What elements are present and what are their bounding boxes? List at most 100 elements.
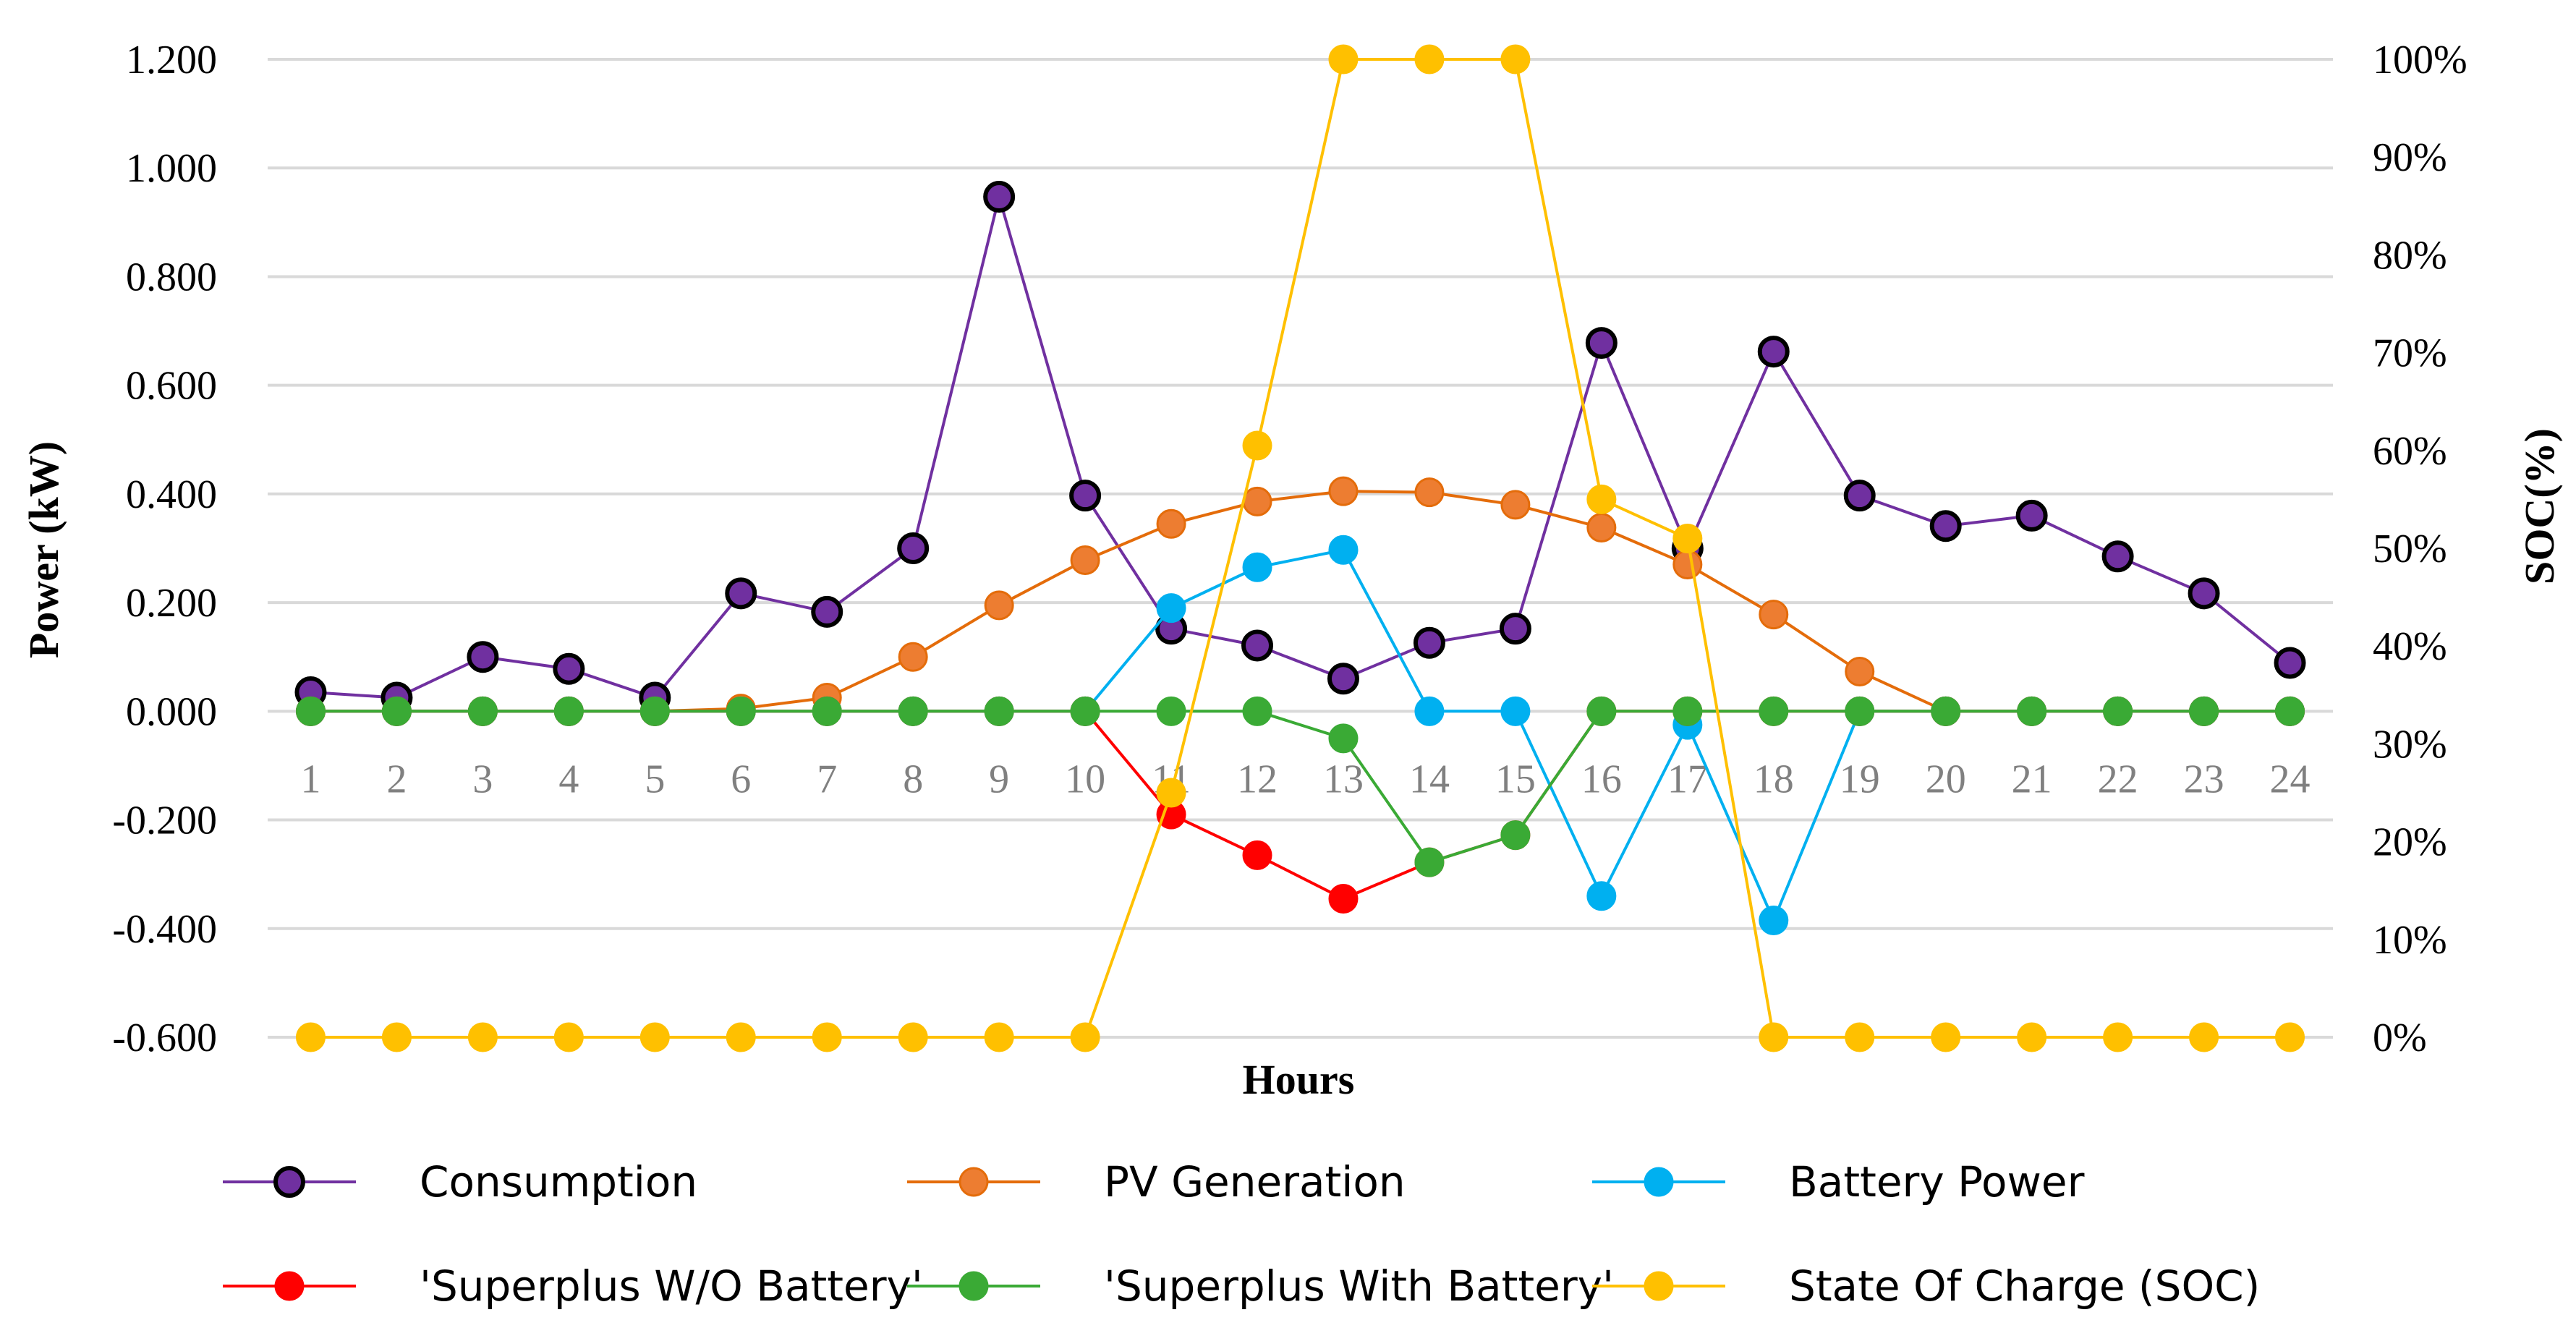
data-point: [812, 696, 842, 726]
y-tick-label: 0.800: [126, 255, 217, 299]
data-point: [2017, 1022, 2047, 1052]
data-point: [1414, 477, 1445, 508]
x-tick-label: 21: [2012, 757, 2052, 801]
data-point: [1586, 512, 1617, 542]
data-point: [1241, 629, 1274, 662]
legend-item: Battery Power: [1592, 1157, 2085, 1206]
y-tick-label: 0.000: [126, 689, 217, 734]
data-point: [2274, 647, 2306, 679]
data-point: [2275, 696, 2305, 726]
data-point: [2017, 696, 2047, 726]
data-point: [2101, 540, 2134, 573]
series-2: [295, 535, 2305, 936]
data-point: [2103, 696, 2133, 726]
legend-marker: [1644, 1271, 1674, 1301]
y2-axis-title: SOC(%): [2516, 428, 2563, 584]
y2-tick-label: 40%: [2373, 624, 2447, 669]
y-tick-label: -0.600: [112, 1016, 217, 1060]
series-layer: [294, 44, 2306, 1052]
x-tick-label: 10: [1065, 757, 1105, 801]
data-point: [639, 696, 670, 726]
data-point: [1931, 1022, 1961, 1052]
x-tick-label: 14: [1409, 757, 1450, 801]
x-tick-label: 22: [2098, 757, 2138, 801]
y2-tick-label: 100%: [2373, 38, 2467, 82]
y-tick-label: 0.200: [126, 581, 217, 626]
x-tick-label: 13: [1323, 757, 1364, 801]
data-point: [1328, 723, 1359, 754]
data-point: [1931, 696, 1961, 726]
data-point: [1070, 1022, 1100, 1052]
legend-label: 'Superplus With Battery': [1104, 1261, 1614, 1311]
data-point: [1328, 883, 1359, 914]
data-point: [1585, 327, 1618, 359]
data-point: [1929, 510, 1962, 542]
data-point: [1759, 600, 1789, 630]
legend-marker: [1644, 1167, 1674, 1197]
legend-marker: [958, 1271, 989, 1301]
data-point: [2189, 1022, 2219, 1052]
x-tick-label: 1: [300, 757, 320, 801]
legend-marker: [274, 1271, 305, 1301]
x-tick-label: 17: [1667, 757, 1708, 801]
x-tick-label: 23: [2184, 757, 2224, 801]
data-point: [1242, 430, 1272, 461]
data-point: [726, 696, 756, 726]
data-point: [2188, 577, 2220, 610]
data-point: [725, 577, 757, 610]
data-point: [467, 641, 499, 673]
y-tick-label: 1.200: [126, 38, 217, 82]
data-point: [984, 696, 1014, 726]
y2-tick-label: 20%: [2373, 820, 2447, 865]
data-point: [984, 1022, 1014, 1052]
legend-marker: [273, 1166, 305, 1198]
x-tick-label: 9: [989, 757, 1009, 801]
data-point: [381, 1022, 412, 1052]
data-point: [726, 1022, 756, 1052]
series-line: [310, 710, 2290, 864]
legend: Consumption PV Generation Battery Power 'Su…: [223, 1157, 2260, 1311]
y-axis-right: 0% 10% 20% 30% 40% 50% 60% 70% 80% 90% 100%: [2373, 38, 2467, 1060]
gridlines: [268, 58, 2333, 1039]
data-point: [898, 696, 928, 726]
x-tick-label: 5: [645, 757, 665, 801]
data-point: [2275, 1022, 2305, 1052]
legend-item: 'Superplus With Battery': [907, 1261, 1614, 1311]
data-point: [295, 696, 326, 726]
data-point: [1759, 1022, 1789, 1052]
data-point: [1500, 44, 1531, 75]
series-line: [310, 58, 2290, 1039]
data-point: [467, 1022, 498, 1052]
x-tick-label: 2: [386, 757, 407, 801]
x-axis: 123456789101112131415161718192021222324: [300, 757, 2310, 801]
data-point: [1586, 696, 1617, 726]
data-point: [1156, 508, 1186, 539]
x-tick-label: 20: [1926, 757, 1966, 801]
y-axis-left: -0.600 -0.400 -0.200 0.000 0.200 0.400 0.600 0.…: [112, 38, 217, 1060]
data-point: [1070, 545, 1100, 576]
x-tick-label: 19: [1840, 757, 1880, 801]
x-tick-label: 18: [1754, 757, 1794, 801]
data-point: [1500, 820, 1531, 851]
data-point: [2015, 499, 2048, 532]
data-point: [1156, 593, 1186, 623]
series-0: [294, 181, 2306, 714]
series-line: [310, 548, 2290, 924]
data-point: [983, 181, 1016, 213]
data-point: [1242, 552, 1272, 582]
data-point: [1586, 484, 1617, 514]
data-point: [1757, 336, 1790, 368]
data-point: [1328, 535, 1359, 565]
y2-tick-label: 90%: [2373, 135, 2447, 180]
y-tick-label: -0.200: [112, 799, 217, 843]
x-axis-title: Hours: [1243, 1056, 1355, 1103]
data-point: [553, 1022, 584, 1052]
data-point: [1672, 550, 1703, 580]
data-point: [639, 1022, 670, 1052]
data-point: [1413, 626, 1445, 659]
x-tick-label: 6: [731, 757, 751, 801]
data-point: [1328, 44, 1359, 75]
series-4: [295, 696, 2305, 877]
